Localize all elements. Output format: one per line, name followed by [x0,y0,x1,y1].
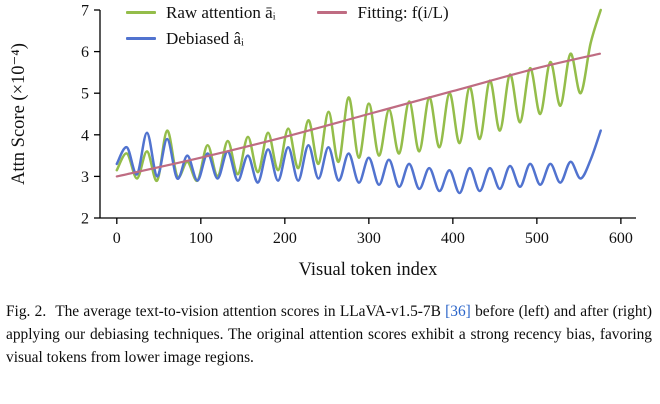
y-tick-label: 5 [81,86,89,103]
x-tick-label: 400 [441,230,465,247]
legend-item-fitting: Fitting: f(i/L) [317,3,449,22]
y-tick-label: 7 [81,3,89,20]
debiased-line-swatch [126,36,156,41]
series-group [115,8,602,195]
legend-item-raw-attention: Raw attention āᵢ [126,4,275,21]
legend-label-debiased: Debiased âᵢ [166,29,244,48]
chart-legend: Raw attention āᵢ Fitting: f(i/L) Debiase… [126,4,449,47]
legend-label-fitting: Fitting: f(i/L) [357,3,449,22]
series-fitting [115,52,601,178]
y-tick-label: 4 [81,127,89,144]
y-tick-label: 2 [81,211,89,228]
citation-link[interactable]: [36] [445,303,471,320]
legend-item-debiased: Debiased âᵢ [126,30,275,47]
chart-area: 0 100 200 300 400 500 600 2 3 4 5 6 7 Visual token in… [9,3,636,280]
x-tick-label: 300 [357,230,381,247]
x-tick-label: 100 [189,230,213,247]
caption-text-before-cite: The average text-to-vision attention sco… [55,303,441,320]
axes [94,9,636,224]
x-tick-label: 0 [113,230,121,247]
x-tick-label: 200 [273,230,297,247]
raw-attention-line-swatch [126,10,156,15]
y-tick-label: 3 [81,169,89,186]
legend-label-raw-attention: Raw attention āᵢ [166,3,276,22]
y-tick-label: 6 [81,44,89,61]
x-tick-label: 500 [525,230,549,247]
series-debiased [115,129,602,195]
figure-label: Fig. 2. [6,303,47,320]
caption-text-after-cite: before (left) and after (right) applying… [6,303,652,367]
attention-line-chart: 0 100 200 300 400 500 600 2 3 4 5 6 7 Visual token in… [9,3,636,280]
figure-caption: Fig. 2. The average text-to-vision attent… [0,292,660,369]
x-axis-label: Visual token index [299,260,438,280]
y-axis-label: Attn Score (×10⁻⁴) [9,43,29,185]
fitting-line-swatch [317,10,348,15]
x-tick-label: 600 [609,230,633,247]
